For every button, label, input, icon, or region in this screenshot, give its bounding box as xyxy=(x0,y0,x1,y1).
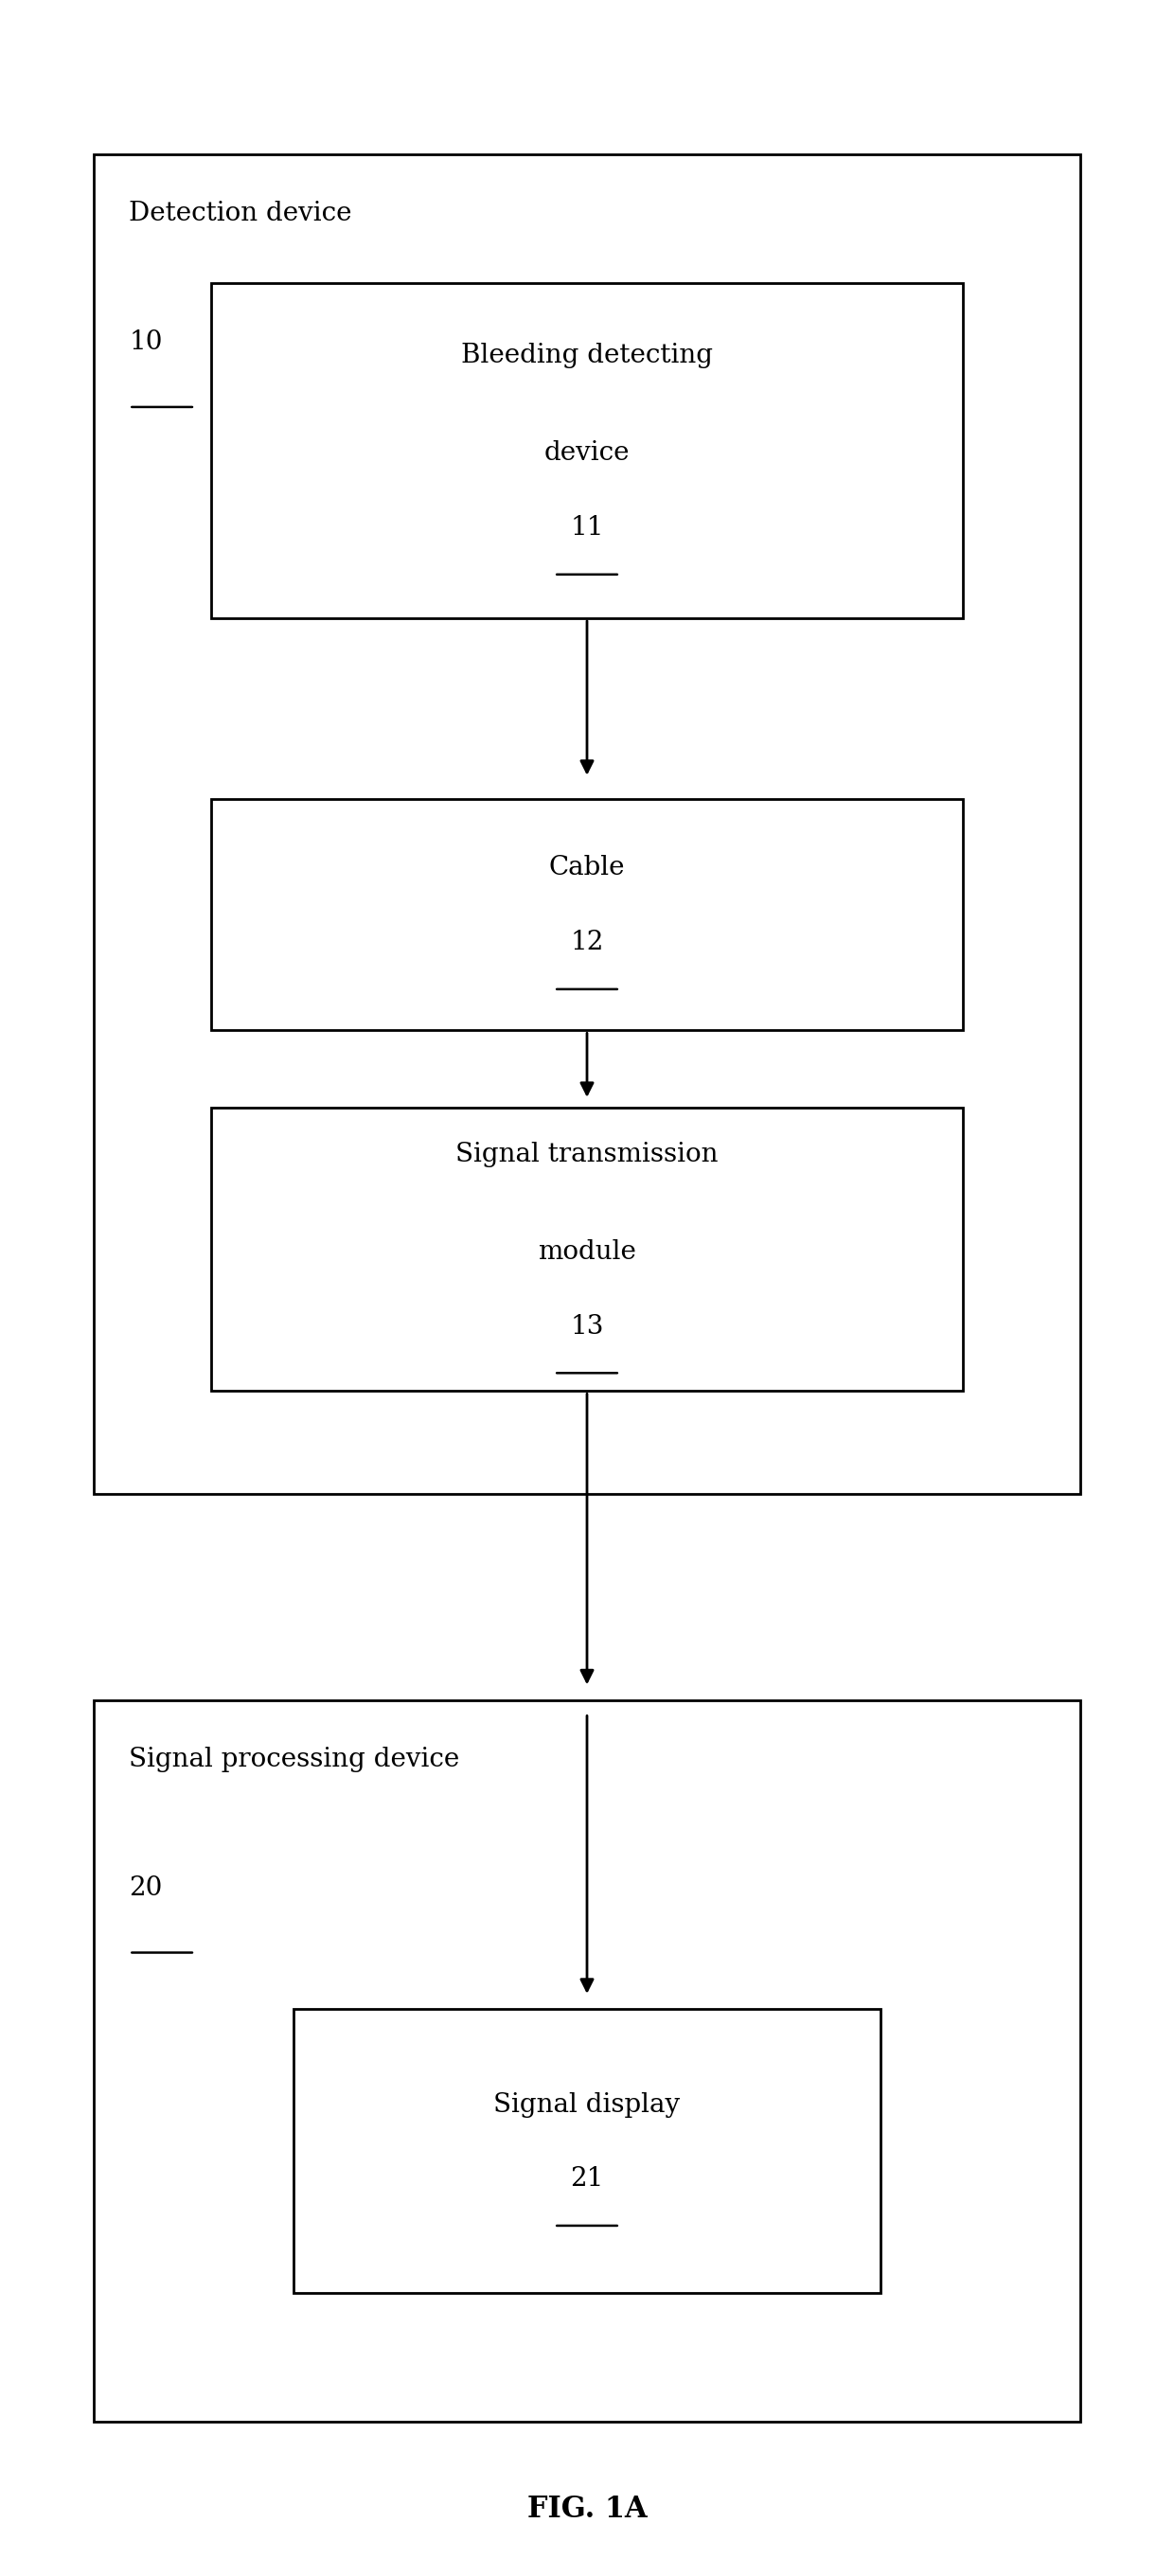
Text: Signal processing device: Signal processing device xyxy=(129,1747,460,1772)
Text: 11: 11 xyxy=(571,515,603,541)
Text: Detection device: Detection device xyxy=(129,201,352,227)
Text: Cable: Cable xyxy=(549,855,625,881)
Text: 10: 10 xyxy=(129,330,163,355)
FancyBboxPatch shape xyxy=(94,1700,1080,2421)
FancyBboxPatch shape xyxy=(211,1108,963,1391)
Text: Bleeding detecting: Bleeding detecting xyxy=(461,343,713,368)
FancyBboxPatch shape xyxy=(211,283,963,618)
FancyBboxPatch shape xyxy=(294,2009,880,2293)
Text: Signal transmission: Signal transmission xyxy=(456,1141,718,1167)
FancyBboxPatch shape xyxy=(211,799,963,1030)
FancyBboxPatch shape xyxy=(94,155,1080,1494)
Text: Signal display: Signal display xyxy=(494,2092,680,2117)
Text: module: module xyxy=(538,1239,636,1265)
Text: device: device xyxy=(545,440,629,466)
Text: 13: 13 xyxy=(571,1314,603,1340)
Text: 20: 20 xyxy=(129,1875,163,1901)
Text: 12: 12 xyxy=(571,930,603,956)
Text: 21: 21 xyxy=(571,2166,603,2192)
Text: FIG. 1A: FIG. 1A xyxy=(527,2494,647,2524)
